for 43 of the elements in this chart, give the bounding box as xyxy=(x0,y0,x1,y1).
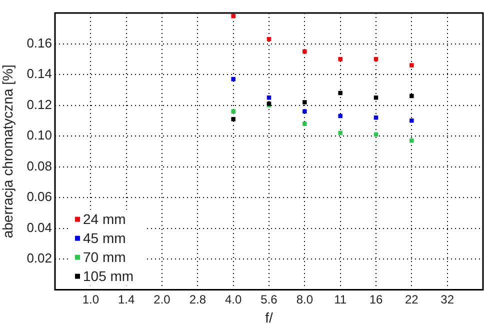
point xyxy=(231,14,236,18)
y-tick-label: 0.02 xyxy=(26,250,52,266)
point xyxy=(231,109,236,114)
x-tick-label: 1.0 xyxy=(82,292,100,306)
x-tick-label: 11 xyxy=(334,292,347,306)
legend-label: 105 mm xyxy=(83,268,134,284)
point xyxy=(338,90,342,96)
x-tick-label: 32 xyxy=(440,292,454,306)
x-tick-label: 1.4 xyxy=(118,292,135,306)
y-tick-label: 0.16 xyxy=(26,35,52,50)
point xyxy=(410,63,414,68)
x-tick-label: 4.0 xyxy=(224,292,242,306)
point xyxy=(338,57,342,62)
y-tick-label: 0.04 xyxy=(26,220,52,235)
x-tick-label: 5.6 xyxy=(260,292,278,306)
point xyxy=(302,100,307,104)
point xyxy=(302,122,307,126)
y-tick-label: 0.08 xyxy=(26,158,52,174)
point xyxy=(302,49,307,54)
point xyxy=(266,37,272,42)
x-tick-label: 2.0 xyxy=(154,292,171,306)
point xyxy=(231,116,236,122)
x-tick-label: 2.8 xyxy=(189,292,206,306)
x-tick-label: 22 xyxy=(404,292,419,306)
point xyxy=(338,114,342,118)
legend-label: 70 mm xyxy=(83,249,126,266)
point xyxy=(302,109,307,114)
x-tick-label: 8.0 xyxy=(296,292,314,306)
point xyxy=(374,57,378,62)
point xyxy=(338,130,342,136)
point xyxy=(231,77,236,82)
legend-label: 24 mm xyxy=(83,211,126,228)
y-tick-label: 0.14 xyxy=(26,66,52,82)
x-tick-label: 16 xyxy=(369,292,383,306)
y-tick-label: 0.10 xyxy=(26,128,52,143)
legend-label: 45 mm xyxy=(83,230,126,246)
point xyxy=(410,94,414,98)
point xyxy=(410,118,414,123)
point xyxy=(410,138,414,143)
x-axis-title: f/ xyxy=(265,309,273,326)
y-tick-label: 0.12 xyxy=(26,96,52,112)
y-tick-label: 0.06 xyxy=(26,189,52,204)
y-axis-title: aberracja chromatyczna [%] xyxy=(0,64,16,238)
